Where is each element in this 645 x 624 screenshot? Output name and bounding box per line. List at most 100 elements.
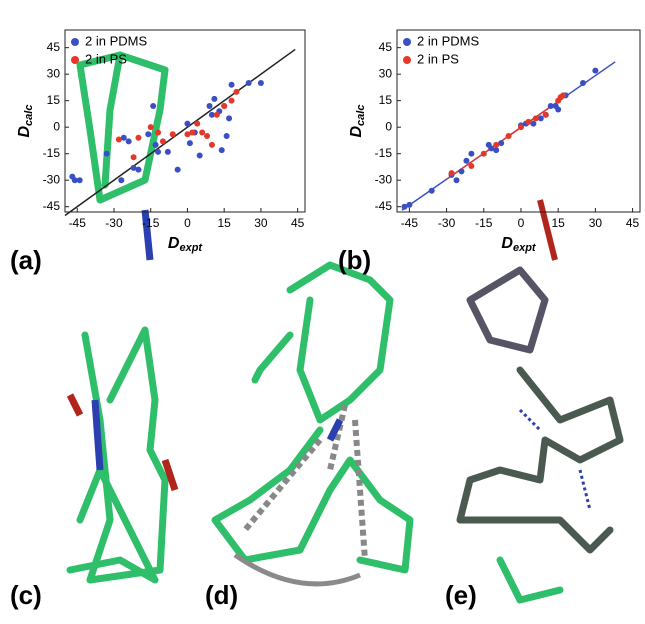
x-tick-label: 15 xyxy=(551,216,565,230)
data-point xyxy=(135,167,141,173)
data-point xyxy=(204,133,210,139)
legend-marker xyxy=(71,56,79,64)
data-point xyxy=(189,129,195,135)
legend-label: 2 in PS xyxy=(417,51,459,66)
data-point xyxy=(175,167,181,173)
y-tick-label: -15 xyxy=(375,146,393,160)
data-point xyxy=(553,103,559,109)
data-point xyxy=(165,149,171,155)
x-tick-label: 45 xyxy=(626,216,640,230)
y-tick-label: 45 xyxy=(47,40,61,54)
data-point xyxy=(229,98,235,104)
y-tick-label: 0 xyxy=(385,119,392,133)
data-point xyxy=(229,82,235,88)
y-tick-label: 15 xyxy=(47,93,61,107)
x-tick-label: 0 xyxy=(184,216,191,230)
axis-label-sub: expt xyxy=(513,242,537,254)
legend-label: 2 in PS xyxy=(85,51,127,66)
data-point xyxy=(560,92,566,98)
y-tick-label: 15 xyxy=(379,93,393,107)
data-point xyxy=(199,129,205,135)
data-point xyxy=(233,89,239,95)
data-point xyxy=(131,154,137,160)
data-point xyxy=(533,115,539,121)
panel-label: (b) xyxy=(338,245,371,275)
data-point xyxy=(468,151,474,157)
data-point xyxy=(406,202,412,208)
data-point xyxy=(221,103,227,109)
axis-label: Dcalc xyxy=(16,105,35,138)
data-point xyxy=(449,170,455,176)
y-tick-label: 30 xyxy=(47,66,61,80)
data-point xyxy=(148,124,154,130)
data-point xyxy=(155,149,161,155)
data-point xyxy=(116,137,122,143)
data-point xyxy=(170,131,176,137)
data-point xyxy=(145,131,151,137)
data-point xyxy=(155,129,161,135)
axis-label-main: D xyxy=(16,125,33,137)
data-point xyxy=(153,142,159,148)
y-tick-label: -30 xyxy=(43,172,61,186)
data-point xyxy=(458,168,464,174)
figure: -45 -30 -15 0 15 30 45 -45 -30 -15 0 15 30 45 2 in PDM… xyxy=(0,0,645,619)
y-tick-label: -15 xyxy=(43,146,61,160)
legend-label: 2 in PDMS xyxy=(417,33,479,48)
data-point xyxy=(481,151,487,157)
panel-label: (a) xyxy=(10,245,42,275)
legend-marker xyxy=(403,56,411,64)
x-tick-label: 30 xyxy=(589,216,603,230)
legend-marker xyxy=(403,38,411,46)
data-point xyxy=(209,142,215,148)
y-tick-label: -45 xyxy=(43,199,61,213)
x-tick-label: -30 xyxy=(105,216,123,230)
data-point xyxy=(493,147,499,153)
data-point xyxy=(518,124,524,130)
y-tick-label: 0 xyxy=(53,119,60,133)
data-point xyxy=(150,103,156,109)
data-point xyxy=(184,121,190,127)
molecule-e xyxy=(460,200,620,600)
data-point xyxy=(194,121,200,127)
y-tick-label: -30 xyxy=(375,172,393,186)
fit-line xyxy=(447,96,566,179)
x-tick-label: -30 xyxy=(438,216,456,230)
data-point xyxy=(258,80,264,86)
data-point xyxy=(211,96,217,102)
axis-label-main: D xyxy=(501,235,513,252)
data-point xyxy=(135,135,141,141)
data-point xyxy=(197,152,203,158)
data-point xyxy=(219,147,225,153)
axis-label-sub: expt xyxy=(179,242,203,254)
y-tick-label: 45 xyxy=(379,40,393,54)
data-point xyxy=(126,138,132,144)
axis-label-sub: calc xyxy=(355,105,367,126)
panel-label: (c) xyxy=(10,580,42,610)
x-tick-label: -45 xyxy=(401,216,419,230)
x-tick-label: 15 xyxy=(218,216,232,230)
data-point xyxy=(592,68,598,74)
axis-label-main: D xyxy=(168,235,180,252)
data-point xyxy=(226,115,232,121)
axis-label-sub: calc xyxy=(23,105,35,126)
data-point xyxy=(77,177,83,183)
panel-label: (e) xyxy=(445,580,477,610)
data-point xyxy=(206,103,212,109)
axis-label: Dexpt xyxy=(501,235,537,254)
panel-label: (d) xyxy=(205,580,238,610)
data-point xyxy=(246,80,252,86)
data-point xyxy=(187,140,193,146)
data-point xyxy=(463,158,469,164)
x-tick-label: -45 xyxy=(69,216,87,230)
data-point xyxy=(214,112,220,118)
data-point xyxy=(468,163,474,169)
y-tick-label: 30 xyxy=(379,66,393,80)
data-point xyxy=(104,151,110,157)
data-point xyxy=(506,133,512,139)
legend-marker xyxy=(71,38,79,46)
y-tick-label: -45 xyxy=(375,199,393,213)
axis-label: Dcalc xyxy=(348,105,367,138)
molecule-d xyxy=(215,265,410,584)
data-point xyxy=(118,177,124,183)
x-tick-label: 30 xyxy=(254,216,268,230)
